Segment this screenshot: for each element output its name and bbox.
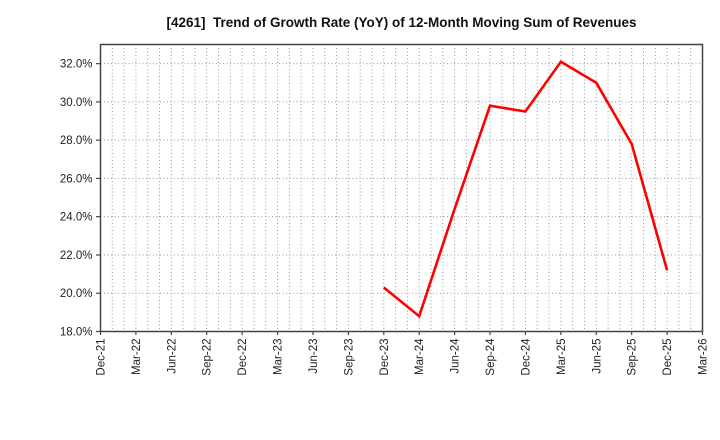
y-tick-label: 24.0% (60, 212, 93, 224)
x-tick-label: Mar-26 (698, 339, 710, 375)
x-tick-label: Mar-23 (273, 339, 285, 375)
x-tick-label: Dec-24 (520, 338, 532, 376)
x-tick-label: Dec-23 (379, 339, 391, 376)
y-tick-label: 18.0% (60, 327, 93, 339)
x-tick-label: Dec-25 (662, 339, 674, 376)
x-tick-label: Mar-24 (414, 338, 426, 375)
x-tick-label: Sep-22 (202, 339, 214, 376)
x-tick-label: Sep-23 (343, 339, 355, 376)
y-tick-label: 22.0% (60, 250, 93, 262)
y-tick-label: 32.0% (60, 59, 93, 71)
x-tick-label: Jun-22 (166, 339, 178, 374)
x-tick-label: Sep-24 (485, 338, 497, 376)
y-tick-label: 28.0% (60, 135, 93, 147)
x-tick-label: Sep-25 (627, 339, 639, 376)
x-tick-label: Jun-23 (308, 339, 320, 374)
x-tick-label: Dec-21 (96, 339, 108, 376)
y-tick-label: 20.0% (60, 288, 93, 300)
y-tick-label: 26.0% (60, 173, 93, 185)
x-tick-label: Jun-25 (591, 339, 603, 374)
x-tick-label: Mar-25 (556, 339, 568, 375)
plot-border (99, 43, 704, 333)
x-tick-label: Jun-24 (450, 338, 462, 374)
x-tick-label: Mar-22 (131, 339, 143, 375)
series-line (382, 59, 669, 319)
x-tick-label: Dec-22 (237, 339, 249, 376)
y-tick-label: 30.0% (60, 97, 93, 109)
chart-title: [4261] Trend of Growth Rate (YoY) of 12-… (166, 15, 637, 30)
